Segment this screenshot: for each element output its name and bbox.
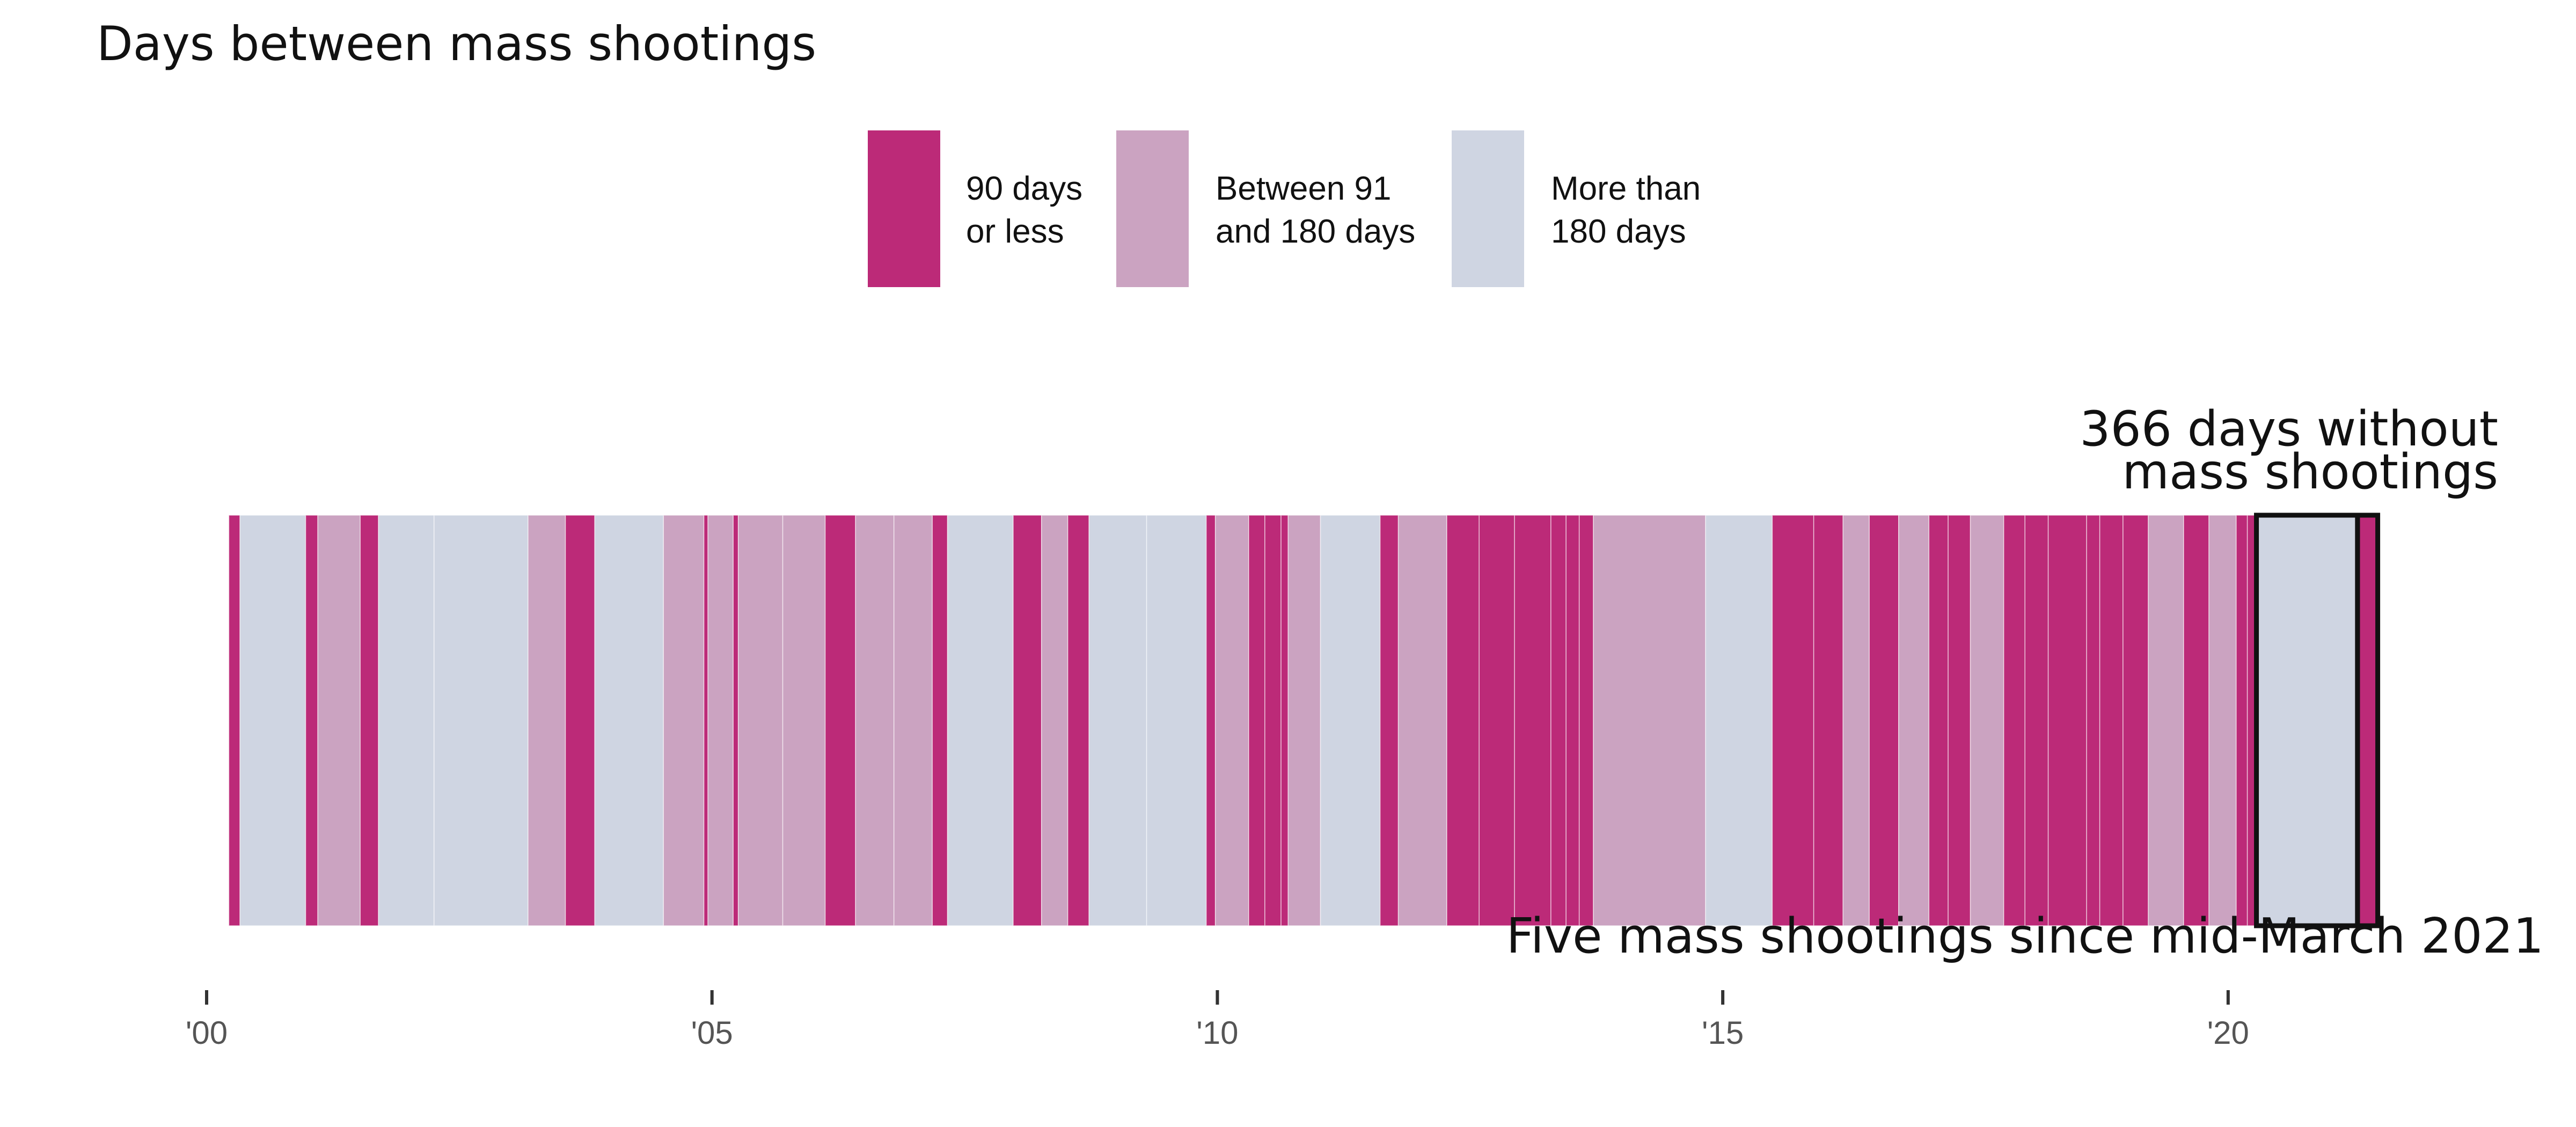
gap-bar-59	[2183, 515, 2209, 926]
gap-bar-21	[947, 515, 1014, 926]
gap-bar-39	[1550, 515, 1567, 926]
gap-bar-37	[1479, 515, 1515, 926]
gap-bar-14	[733, 515, 739, 926]
gap-bar-63	[2256, 515, 2358, 926]
gap-bar-35	[1397, 515, 1447, 926]
gap-bar-30	[1264, 515, 1282, 926]
gap-bar-43	[1705, 515, 1773, 926]
gap-bar-7	[434, 515, 529, 926]
gap-bar-28	[1214, 515, 1249, 926]
gap-bar-4	[317, 515, 361, 926]
annotation-since-march-2021-line1: Five mass shootings since mid-March 2021	[1506, 908, 2544, 964]
annotation-gap-366-line2: mass shootings	[2122, 444, 2498, 500]
gap-bar-24	[1067, 515, 1089, 926]
x-tick-label-2000: '00	[186, 1015, 228, 1051]
gap-bar-17	[824, 515, 856, 926]
gap-bar-22	[1013, 515, 1042, 926]
gap-bar-57	[2123, 515, 2149, 926]
highlight-box-since-march-2021	[2355, 513, 2381, 928]
gap-bar-38	[1514, 515, 1552, 926]
gap-bar-42	[1593, 515, 1706, 926]
gap-bar-29	[1248, 515, 1265, 926]
gap-bar-31	[1280, 515, 1289, 926]
gap-bar-56	[2099, 515, 2124, 926]
gap-bar-15	[737, 515, 784, 926]
highlight-boxes	[2254, 513, 2381, 928]
gap-bar-27	[1205, 515, 1216, 926]
gap-bar-52	[2003, 515, 2025, 926]
legend-label-long-line1: More than	[1551, 170, 1701, 207]
gap-bar-55	[2086, 515, 2101, 926]
legend-label-short-line2: or less	[966, 213, 1064, 250]
gap-bar-40	[1565, 515, 1580, 926]
legend-label-medium-line1: Between 91	[1216, 170, 1391, 207]
gap-bar-47	[1869, 515, 1899, 926]
gap-bar-26	[1146, 515, 1207, 926]
gap-bar-54	[2047, 515, 2087, 926]
gap-bar-2	[239, 515, 306, 926]
gap-bar-64	[2357, 515, 2379, 926]
gap-bar-8	[528, 515, 566, 926]
legend-label-medium-line2: and 180 days	[1216, 213, 1415, 250]
gap-bar-6	[378, 515, 435, 926]
gap-bar-20	[932, 515, 948, 926]
gap-bar-46	[1842, 515, 1870, 926]
x-tick-label-2015: '15	[1702, 1015, 1744, 1051]
gap-bar-16	[782, 515, 826, 926]
gap-bar-9	[565, 515, 595, 926]
legend-label-long-line2: 180 days	[1551, 213, 1686, 250]
annotation-gap-366-line1: 366 days without	[2080, 401, 2498, 457]
gap-bar-44	[1772, 515, 1814, 926]
gap-bar-5	[360, 515, 379, 926]
gap-bar-41	[1578, 515, 1594, 926]
gap-bar-60	[2208, 515, 2237, 926]
gap-bar-45	[1813, 515, 1843, 926]
gap-bar-50	[1948, 515, 1971, 926]
x-tick-label-2010: '10	[1196, 1015, 1238, 1051]
gap-bar-32	[1287, 515, 1321, 926]
gap-bar-33	[1320, 515, 1381, 926]
legend: 90 days or less Between 91 and 180 days More…	[868, 130, 1701, 287]
gap-bar-11	[663, 515, 705, 926]
chart-title: Days between mass shootings	[97, 16, 816, 71]
gap-bar-23	[1041, 515, 1069, 926]
gap-bar-61	[2236, 515, 2248, 926]
gap-bars	[228, 515, 2379, 926]
gap-bar-53	[2024, 515, 2049, 926]
legend-swatch-medium	[1116, 130, 1189, 287]
x-axis: '00 '05 '10 '15 '20	[186, 990, 2249, 1051]
legend-label-short-line1: 90 days	[966, 170, 1082, 207]
legend-swatch-short	[868, 130, 940, 287]
gap-bar-51	[1970, 515, 2004, 926]
gap-bar-13	[707, 515, 734, 926]
gap-bar-34	[1379, 515, 1399, 926]
gap-bar-1	[228, 515, 240, 926]
gap-bar-58	[2148, 515, 2184, 926]
gap-bar-36	[1446, 515, 1480, 926]
legend-swatch-long	[1452, 130, 1524, 287]
gap-bar-48	[1898, 515, 1930, 926]
gap-bar-49	[1928, 515, 1949, 926]
gap-bar-3	[305, 515, 318, 926]
gap-bar-10	[594, 515, 664, 926]
x-tick-label-2020: '20	[2207, 1015, 2249, 1051]
gap-bar-25	[1088, 515, 1147, 926]
gap-bar-12	[703, 515, 708, 926]
gap-bar-19	[893, 515, 933, 926]
x-tick-label-2005: '05	[691, 1015, 733, 1051]
gap-bar-18	[855, 515, 895, 926]
